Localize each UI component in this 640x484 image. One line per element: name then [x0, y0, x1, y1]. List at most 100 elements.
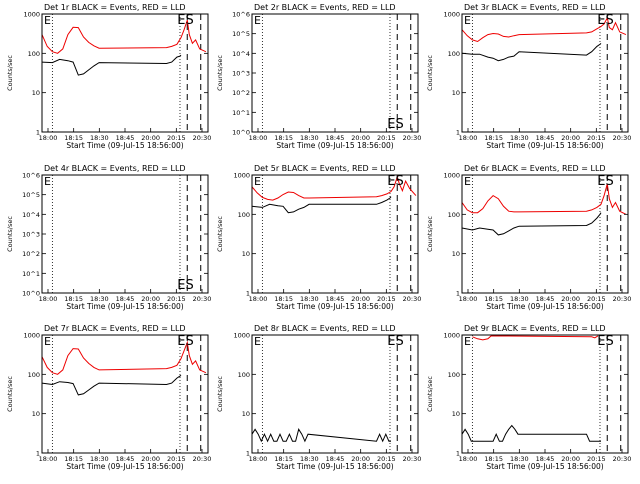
x-tick-label: 18:15	[484, 295, 503, 303]
y-tick-label: 10^3	[232, 70, 250, 78]
es-marker: ES	[177, 334, 193, 349]
plot-frame	[461, 174, 629, 294]
y-tick-label: 10^2	[22, 250, 40, 258]
x-tick-label: 20:30	[613, 295, 632, 303]
x-tick-label: 18:45	[326, 295, 345, 303]
plot-frame	[251, 334, 419, 454]
panel-title: Det 4r BLACK = Events, RED = LLD	[44, 164, 186, 173]
panel-title: Det 1r BLACK = Events, RED = LLD	[44, 3, 186, 12]
x-tick-label: 20:30	[613, 455, 632, 463]
panel-3: Det 3r BLACK = Events, RED = LLD 1 10 100 10…	[426, 3, 631, 150]
panel-title: Det 5r BLACK = Events, RED = LLD	[254, 164, 396, 173]
es-marker: ES	[597, 174, 613, 189]
y-tick-label: 1	[36, 129, 40, 137]
y-tick-label: 100	[448, 371, 460, 379]
x-tick-label: 18:45	[116, 134, 135, 142]
corner-label: E	[44, 335, 51, 348]
x-tick-label: 18:15	[274, 134, 293, 142]
x-tick-label: 20:00	[141, 295, 160, 303]
x-tick-label: 18:30	[90, 295, 109, 303]
y-axis-label: Counts/sec	[216, 376, 224, 412]
x-tick-label: 18:45	[326, 134, 345, 142]
x-tick-label: 20:00	[351, 455, 370, 463]
y-tick-label: 10^0	[232, 129, 250, 137]
x-axis-label: Start Time (09-Jul-15 18:56:00)	[276, 141, 393, 150]
series-line	[251, 428, 391, 443]
x-tick-label: 20:30	[193, 455, 212, 463]
x-tick-label: 18:00	[249, 134, 268, 142]
x-tick-label: 20:30	[193, 134, 212, 142]
y-tick-label: 1000	[233, 332, 250, 340]
x-axis-label: Start Time (09-Jul-15 18:56:00)	[486, 462, 603, 471]
series-line	[251, 196, 392, 214]
es-marker: ES	[387, 174, 403, 189]
x-tick-label: 20:30	[403, 455, 422, 463]
x-tick-label: 18:30	[90, 455, 109, 463]
y-tick-label: 10^5	[22, 191, 40, 199]
y-tick-label: 10^3	[22, 231, 40, 239]
plot-frame	[251, 13, 419, 133]
y-tick-label: 100	[28, 371, 40, 379]
corner-label: E	[254, 175, 261, 188]
panel-title: Det 6r BLACK = Events, RED = LLD	[464, 164, 606, 173]
y-tick-label: 10^5	[232, 30, 250, 38]
x-tick-label: 20:15	[167, 455, 186, 463]
y-tick-label: 1000	[443, 11, 460, 19]
series-line	[461, 212, 602, 236]
corner-label: E	[464, 14, 471, 27]
x-tick-label: 20:00	[561, 295, 580, 303]
series-line	[461, 183, 627, 215]
x-tick-label: 18:15	[484, 134, 503, 142]
y-tick-label: 10^4	[22, 211, 40, 219]
x-axis-label: Start Time (09-Jul-15 18:56:00)	[276, 462, 393, 471]
x-tick-label: 18:00	[459, 455, 478, 463]
panel-4: Det 4r BLACK = Events, RED = LLD 10^0 10^1…	[6, 164, 211, 311]
x-tick-label: 18:15	[484, 455, 503, 463]
y-tick-label: 100	[238, 371, 250, 379]
y-tick-label: 10^1	[22, 270, 40, 278]
x-tick-label: 18:30	[300, 295, 319, 303]
x-tick-label: 18:00	[39, 455, 58, 463]
x-axis-label: Start Time (09-Jul-15 18:56:00)	[66, 302, 183, 311]
series-line	[41, 54, 182, 76]
y-tick-label: 10^2	[232, 89, 250, 97]
corner-label: E	[44, 175, 51, 188]
x-tick-label: 18:30	[300, 455, 319, 463]
y-tick-label: 1000	[23, 11, 40, 19]
x-tick-label: 18:45	[536, 134, 555, 142]
y-tick-label: 1000	[443, 332, 460, 340]
y-tick-label: 10	[242, 250, 250, 258]
y-tick-label: 1	[246, 450, 250, 458]
plot-frame	[41, 174, 209, 294]
series-line	[461, 16, 627, 43]
x-tick-label: 20:00	[351, 295, 370, 303]
corner-label: E	[44, 14, 51, 27]
panel-7: Det 7r BLACK = Events, RED = LLD 1 10 100 10…	[6, 324, 211, 471]
series-line	[472, 335, 599, 341]
y-tick-label: 100	[448, 211, 460, 219]
panel-title: Det 8r BLACK = Events, RED = LLD	[254, 324, 396, 333]
x-tick-label: 20:15	[377, 134, 396, 142]
panel-title: Det 3r BLACK = Events, RED = LLD	[464, 3, 606, 12]
panel-title: Det 9r BLACK = Events, RED = LLD	[464, 324, 606, 333]
x-tick-label: 18:30	[510, 134, 529, 142]
x-tick-label: 20:15	[587, 455, 606, 463]
panel-2: Det 2r BLACK = Events, RED = LLD 10^0 10^1…	[216, 3, 421, 150]
es-marker: ES	[387, 117, 403, 132]
panel-5: Det 5r BLACK = Events, RED = LLD 1 10 100 10…	[216, 164, 421, 311]
x-tick-label: 20:00	[561, 134, 580, 142]
x-tick-label: 18:45	[116, 295, 135, 303]
y-tick-label: 1	[36, 450, 40, 458]
es-marker: ES	[597, 334, 613, 349]
y-axis-label: Counts/sec	[216, 216, 224, 252]
y-axis-label: Counts/sec	[6, 376, 14, 412]
y-tick-label: 10	[242, 410, 250, 418]
x-tick-label: 18:30	[90, 134, 109, 142]
x-tick-label: 18:30	[300, 134, 319, 142]
x-tick-label: 20:00	[141, 134, 160, 142]
y-axis-label: Counts/sec	[426, 216, 434, 252]
es-marker: ES	[387, 334, 403, 349]
y-tick-label: 10	[452, 250, 460, 258]
x-axis-label: Start Time (09-Jul-15 18:56:00)	[276, 302, 393, 311]
